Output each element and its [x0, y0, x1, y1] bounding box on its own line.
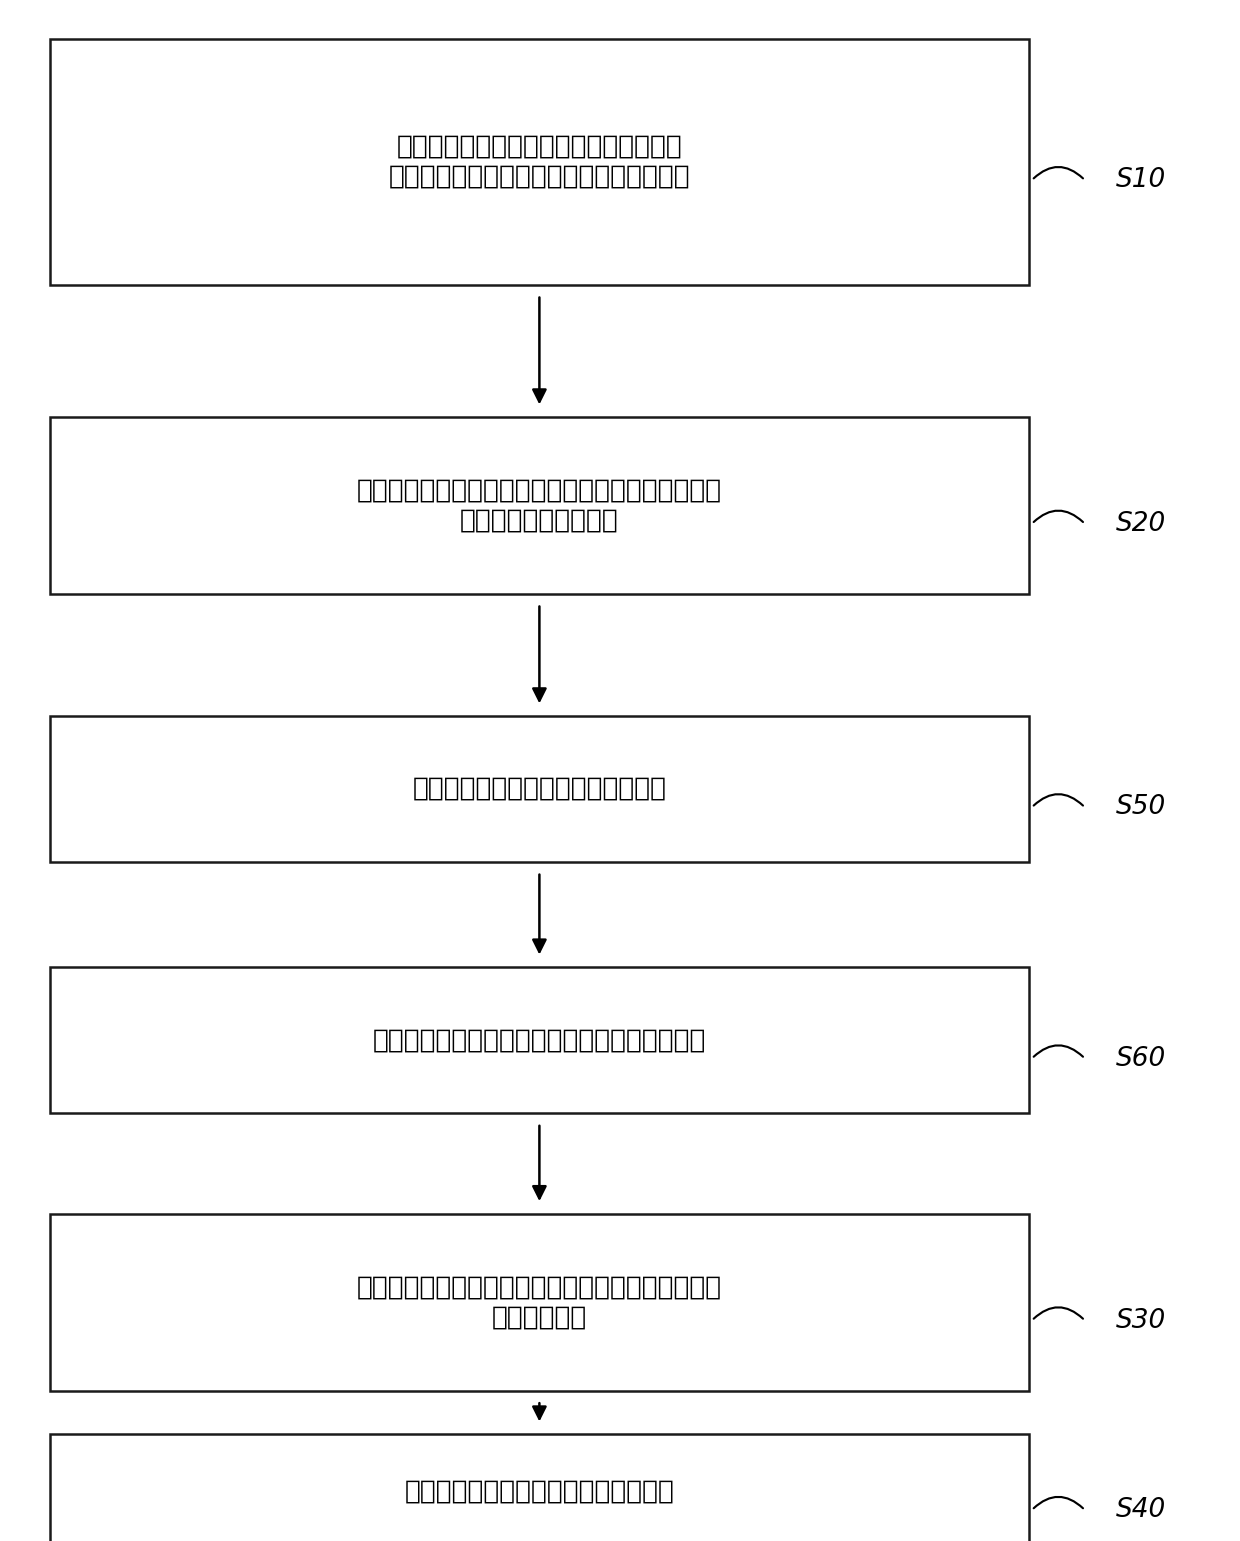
Text: 获取各个开启的室内机的能力需求值: 获取各个开启的室内机的能力需求值 — [413, 777, 666, 801]
Bar — [50, 418, 1029, 593]
Text: 获取各个开启的室内机的换热器温度值，
并计算各个所述换热器温度值的平均温度值: 获取各个开启的室内机的换热器温度值， 并计算各个所述换热器温度值的平均温度值 — [388, 134, 691, 190]
Bar — [50, 1214, 1029, 1390]
Text: 根据所述平均温度值与室内目标温度值的差值确定空
调器压缩机的修正频率: 根据所述平均温度值与室内目标温度值的差值确定空 调器压缩机的修正频率 — [357, 478, 722, 533]
Text: S50: S50 — [1116, 795, 1167, 820]
Bar — [50, 39, 1029, 285]
Text: S60: S60 — [1116, 1046, 1167, 1071]
Text: 控制所述压缩机按照所述运行频率运行: 控制所述压缩机按照所述运行频率运行 — [404, 1479, 675, 1504]
Text: 根据所述能力需求值确定所述压缩机的初始频率: 根据所述能力需求值确定所述压缩机的初始频率 — [373, 1028, 706, 1053]
Bar — [50, 1433, 1029, 1541]
Text: 根据所述压缩机的初始频率和所述修正频率确定压缩
机的运行频率: 根据所述压缩机的初始频率和所述修正频率确定压缩 机的运行频率 — [357, 1274, 722, 1330]
Bar — [50, 968, 1029, 1113]
Text: S10: S10 — [1116, 168, 1167, 193]
Text: S20: S20 — [1116, 512, 1167, 536]
Text: S40: S40 — [1116, 1498, 1167, 1523]
Text: S30: S30 — [1116, 1308, 1167, 1333]
Bar — [50, 715, 1029, 863]
